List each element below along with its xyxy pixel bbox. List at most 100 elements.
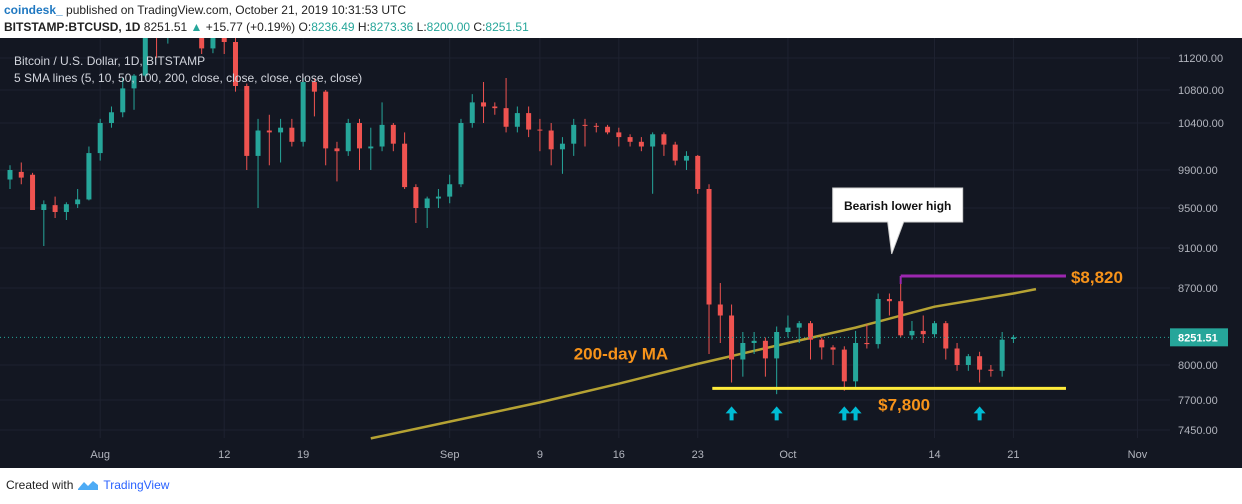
candle-body [232, 42, 238, 86]
candle-body [740, 343, 746, 360]
publish-line: coindesk_ published on TradingView.com, … [4, 2, 529, 19]
candle [672, 141, 678, 166]
candle-body [108, 112, 114, 123]
candle [920, 315, 926, 343]
support-label: $7,800 [878, 395, 930, 414]
candle [97, 118, 103, 161]
open-label: O: [298, 20, 312, 34]
last-price-tag [1170, 328, 1228, 347]
time-tick-label: Nov [1128, 449, 1148, 461]
candle-body [751, 340, 757, 343]
candle [751, 332, 757, 354]
candle-body [1010, 337, 1016, 339]
candle [605, 124, 611, 135]
candle-body [999, 339, 1005, 371]
candle-body [142, 38, 148, 76]
candle [402, 132, 408, 189]
candle-body [75, 199, 81, 205]
time-tick-label: 12 [218, 449, 230, 461]
time-axis-background[interactable] [0, 438, 1242, 468]
candle [593, 123, 599, 133]
candle-body [807, 323, 813, 340]
candle [683, 151, 689, 170]
candle [435, 189, 441, 208]
candle-body [672, 144, 678, 161]
candle [785, 315, 791, 338]
price-axis: 11200.00 10800.00 10400.00 9900.00 9500.00 91… [1178, 53, 1224, 437]
candle [954, 343, 960, 371]
candle-body [435, 196, 441, 199]
candle [661, 132, 667, 156]
tradingview-logo-icon [78, 481, 99, 490]
candle [41, 200, 47, 246]
candle [52, 196, 58, 218]
candle-body [932, 323, 938, 335]
candle-body [988, 369, 994, 371]
candle [278, 118, 284, 163]
candles-layer [7, 38, 1016, 395]
tradingview-link[interactable]: TradingView [103, 478, 170, 492]
candle [368, 127, 374, 170]
price-tick-label: 9900.00 [1178, 165, 1218, 177]
candle [289, 118, 295, 147]
candle [63, 202, 69, 220]
candle [706, 184, 712, 354]
ma-label: 200-day MA [574, 345, 668, 364]
close-label: C: [473, 20, 486, 34]
last-price: 8251.51 [143, 20, 188, 34]
candle [977, 351, 983, 383]
candle-body [616, 132, 622, 138]
time-tick-label: 19 [297, 449, 309, 461]
price-axis-background[interactable] [1170, 38, 1242, 438]
candle [841, 346, 847, 391]
candle [255, 118, 261, 208]
candle [108, 106, 114, 128]
candle-body [729, 315, 735, 360]
annotation-layer: $8,820 $7,800 200-day MA Bearish lower high… [0, 187, 1228, 421]
candle-body [481, 102, 487, 107]
price-tick-label: 7700.00 [1178, 395, 1218, 407]
time-tick-label: 16 [613, 449, 625, 461]
created-with-text: Created with [6, 478, 74, 492]
candle [75, 189, 81, 208]
candle [537, 118, 543, 152]
candle [559, 137, 565, 174]
brand-name[interactable]: coindesk_ [4, 3, 63, 17]
candle [943, 321, 949, 360]
plot-background [0, 38, 1170, 438]
candle [458, 118, 464, 188]
candle-body [571, 124, 577, 144]
candle [390, 123, 396, 152]
candle [424, 196, 430, 228]
time-axis: Aug 12 19 Sep 9 16 23 Oct 14 21 Nov [90, 449, 1147, 461]
candle-body [289, 127, 295, 142]
candle-body [345, 123, 351, 152]
candle [999, 332, 1005, 377]
candle-body [638, 141, 644, 147]
candle [131, 74, 137, 110]
candle-body [864, 343, 870, 345]
candle-body [548, 130, 554, 150]
candle-body [875, 299, 881, 345]
time-tick-label: 14 [928, 449, 940, 461]
candle [221, 38, 227, 54]
price-chart[interactable]: $8,820 $7,800 200-day MA Bearish lower high… [0, 38, 1242, 468]
price-tick-label: 9500.00 [1178, 203, 1218, 215]
candle [717, 283, 723, 343]
candle [695, 154, 701, 194]
candle [526, 106, 532, 138]
candle-body [965, 356, 971, 365]
candle [740, 332, 746, 377]
candle-body [368, 146, 374, 149]
candle-body [30, 174, 36, 210]
candle-body [683, 155, 689, 161]
candle [886, 293, 892, 316]
time-tick-label: 9 [537, 449, 543, 461]
price-tick-label: 9100.00 [1178, 243, 1218, 255]
legend-sma: 5 SMA lines (5, 10, 50, 100, 200, close,… [14, 71, 362, 85]
candle-body [255, 130, 261, 156]
candle [762, 337, 768, 377]
candle [853, 330, 859, 390]
candle [582, 118, 588, 147]
candle [819, 337, 825, 360]
